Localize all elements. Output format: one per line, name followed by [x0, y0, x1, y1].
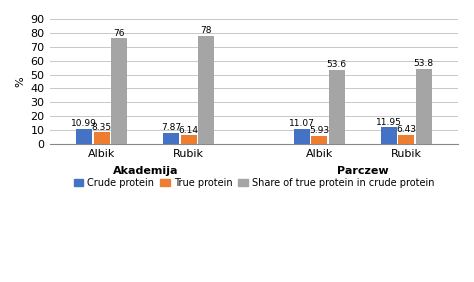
Y-axis label: %: %: [15, 76, 25, 87]
Text: 78: 78: [201, 26, 212, 35]
Text: 6.14: 6.14: [179, 126, 199, 135]
Bar: [181, 135, 197, 144]
Legend: Crude protein, True protein, Share of true protein in crude protein: Crude protein, True protein, Share of tr…: [70, 174, 438, 192]
Text: 11.07: 11.07: [289, 119, 315, 128]
Text: 8.35: 8.35: [91, 123, 112, 132]
Text: Parczew: Parczew: [337, 166, 389, 176]
Text: 53.6: 53.6: [327, 60, 346, 69]
Bar: [381, 127, 397, 144]
Bar: [398, 135, 414, 144]
Text: 53.8: 53.8: [414, 60, 434, 69]
Text: Akademija: Akademija: [112, 166, 178, 176]
Text: 76: 76: [113, 28, 125, 38]
Text: 11.95: 11.95: [376, 118, 402, 127]
Bar: [311, 136, 327, 144]
Bar: [198, 36, 214, 144]
Bar: [164, 133, 179, 144]
Bar: [76, 129, 92, 144]
Text: 7.87: 7.87: [161, 123, 182, 132]
Bar: [416, 69, 432, 144]
Bar: [328, 70, 345, 144]
Bar: [94, 133, 110, 144]
Text: 5.93: 5.93: [309, 126, 329, 135]
Text: 6.43: 6.43: [396, 125, 416, 134]
Text: 10.99: 10.99: [72, 119, 97, 128]
Bar: [111, 38, 127, 144]
Bar: [294, 129, 310, 144]
